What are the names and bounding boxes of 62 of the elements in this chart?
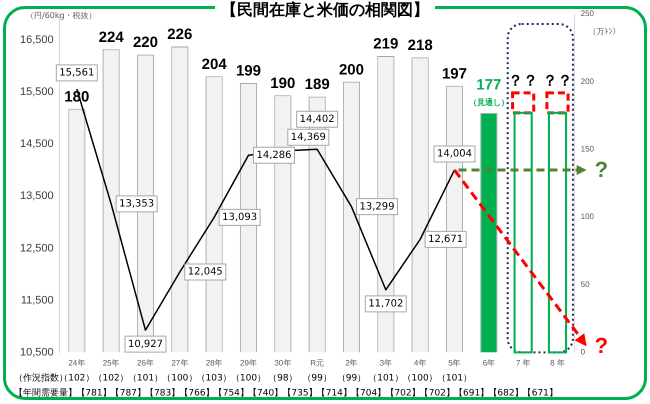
x-tick-label: 29年 — [240, 358, 257, 368]
x-tick-label: 30年 — [274, 358, 292, 368]
data-label: 11,702 — [368, 298, 404, 310]
x-tick-label: 3年 — [380, 358, 392, 368]
y2-tick-label: 200 — [580, 76, 595, 86]
data-label: 14,004 — [436, 148, 472, 160]
data-label: ？？ — [542, 72, 572, 90]
data-label: 13,093 — [222, 212, 258, 223]
y-tick-label: 11,500 — [20, 294, 54, 306]
data-label: 177 — [476, 76, 502, 94]
x-tick-label: 25年 — [102, 358, 120, 368]
y2-tick-label: 150 — [580, 144, 595, 154]
x-tick-label: 26年 — [137, 358, 154, 368]
chart-title: 【民間在庫と米価の相関図】 — [215, 0, 435, 19]
text: （作況指数） （102）（102）（101）（100）（103）（100） （98） （99） （99） （101）（100）（101） — [14, 374, 472, 384]
y-tick-label: 10,500 — [20, 346, 54, 358]
y-axis-title: （円/60kg・税抜） — [26, 11, 97, 20]
x-tick-label: 8 年 — [550, 358, 565, 368]
y2-tick-label: 100 — [580, 212, 595, 222]
data-label: 200 — [338, 61, 364, 78]
data-label: 12,045 — [188, 266, 223, 278]
data-label: 218 — [408, 36, 433, 54]
data-label: 10,927 — [128, 338, 163, 350]
data-label: 13,353 — [119, 198, 154, 210]
y2-tick-label: 0 — [580, 348, 586, 357]
x-tick-label: 5年 — [448, 358, 461, 368]
x-tick-label: 6年 — [482, 358, 496, 368]
data-label: 197 — [442, 65, 467, 82]
x-tick-label: 27年 — [171, 358, 188, 368]
y-tick-label: 14,500 — [20, 138, 54, 150]
y-tick-label: 16,500 — [20, 34, 54, 46]
y-tick-label: 15,500 — [20, 86, 54, 98]
x-tick-label: 7 年 — [516, 358, 530, 368]
text: ? — [594, 333, 608, 360]
annotation: （見通し） — [468, 98, 509, 107]
y-tick-label: 13,500 — [20, 190, 54, 202]
data-label: 204 — [202, 56, 228, 73]
y2-tick-label: 50 — [580, 280, 590, 289]
x-tick-label: 2年 — [345, 358, 358, 368]
data-label: 219 — [373, 36, 398, 53]
y2-tick-label: 250 — [580, 9, 595, 18]
data-label: 226 — [167, 26, 192, 44]
data-label: ？？ — [508, 72, 538, 90]
x-tick-label: 24年 — [68, 358, 86, 368]
data-label: 14,286 — [256, 150, 292, 161]
data-label: 199 — [236, 62, 261, 80]
data-label: 14,402 — [300, 114, 335, 125]
data-label: 14,369 — [290, 132, 326, 143]
data-label: 190 — [270, 74, 296, 92]
text: 【年間需要量】【781】【787】【783】【766】【754】【740】【735】【714】【704】【702】【702】【691】【682】【671】 — [14, 388, 558, 399]
text: ? — [594, 156, 608, 183]
data-label: 224 — [98, 28, 124, 46]
data-label: 220 — [132, 34, 158, 52]
data-label: 12,671 — [428, 234, 464, 245]
data-label: 13,299 — [359, 201, 394, 212]
data-label: 15,561 — [59, 68, 94, 79]
data-label: 189 — [304, 76, 330, 94]
x-tick-label: 4年 — [414, 358, 426, 368]
x-tick-label: R元 — [310, 358, 324, 368]
x-tick-label: 28年 — [206, 358, 223, 368]
y2-axis-title: （万ﾄﾝ） — [588, 27, 621, 36]
y-tick-label: 12,500 — [20, 242, 54, 254]
